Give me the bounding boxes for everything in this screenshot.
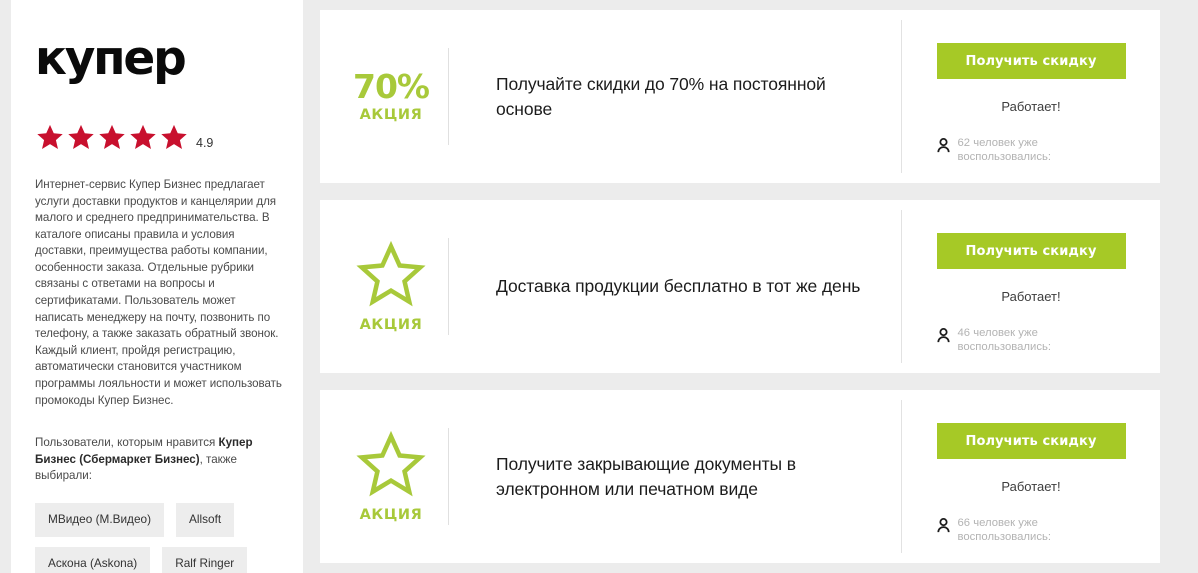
star-filled-icon (161, 124, 187, 149)
company-description: Интернет-сервис Купер Бизнес предлагает … (35, 178, 282, 407)
brand-tag[interactable]: МВидео (М.Видео) (35, 502, 164, 537)
promo-title: Получите закрывающие документы в электро… (496, 453, 796, 499)
promo-status: Работает! (1001, 479, 1061, 494)
promo-badge: АКЦИЯ (320, 390, 448, 563)
person-icon (936, 138, 950, 153)
also-chose-text: Пользователи, которым нравится Купер Биз… (35, 435, 275, 485)
promo-action-area: Получить скидку Работает! 66 человек уже… (902, 390, 1160, 563)
star-filled-icon (130, 124, 156, 149)
star-outline-icon (356, 240, 426, 307)
promo-badge: 70% АКЦИЯ (320, 10, 448, 183)
card-divider (901, 20, 902, 173)
card-divider (901, 400, 902, 553)
promo-badge: АКЦИЯ (320, 200, 448, 373)
promo-text-area: Доставка продукции бесплатно в тот же де… (448, 200, 902, 373)
rating-value: 4.9 (196, 135, 214, 150)
promo-card-list: 70% АКЦИЯ Получайте скидки до 70% на пос… (320, 10, 1160, 573)
person-icon (936, 518, 950, 533)
company-sidebar: купер 4.9 Интернет-сервис Купер Бизнес п… (11, 0, 303, 573)
promo-title: Доставка продукции бесплатно в тот же де… (496, 276, 861, 297)
promo-action-area: Получить скидку Работает! 46 человек уже… (902, 200, 1160, 373)
promo-status: Работает! (1001, 289, 1061, 304)
brand-tag[interactable]: Allsoft (176, 502, 235, 537)
promo-badge-label: АКЦИЯ (359, 507, 423, 523)
card-divider (448, 428, 449, 525)
brand-tag[interactable]: Ralf Ringer (162, 546, 248, 573)
discount-percent-label: 70% (353, 67, 430, 106)
get-discount-button[interactable]: Получить скидку (936, 43, 1126, 79)
star-rating (35, 123, 189, 152)
promo-usage-text: 46 человек уже воспользовались: (957, 327, 1052, 354)
star-filled-icon (37, 124, 63, 149)
related-brand-tags: МВидео (М.Видео) Allsoft Аскона (Askona)… (35, 502, 285, 573)
promo-title: Получайте скидки до 70% на постоянной ос… (496, 73, 826, 119)
card-divider (448, 238, 449, 335)
kuper-wordmark: купер (35, 30, 187, 86)
star-filled-icon (68, 124, 94, 149)
star-outline-icon (356, 430, 426, 497)
get-discount-button[interactable]: Получить скидку (936, 423, 1126, 459)
also-chose-brand: Купер Бизнес (Сбермаркет Бизнес) (35, 436, 253, 466)
rating-block: 4.9 (35, 123, 279, 152)
promo-card[interactable]: АКЦИЯ Получите закрывающие документы в э… (320, 390, 1160, 563)
person-icon (936, 328, 950, 343)
promo-action-area: Получить скидку Работает! 62 человек уже… (902, 10, 1160, 183)
card-divider (448, 48, 449, 145)
promo-usage-count: 66 человек уже воспользовались: (936, 516, 1126, 545)
promo-text-area: Получите закрывающие документы в электро… (448, 390, 902, 563)
promo-badge-label: АКЦИЯ (359, 317, 423, 333)
promo-card[interactable]: 70% АКЦИЯ Получайте скидки до 70% на пос… (320, 10, 1160, 183)
promo-status: Работает! (1001, 99, 1061, 114)
also-chose-suffix: , также выбирали: (35, 452, 237, 483)
promo-usage-count: 46 человек уже воспользовались: (936, 326, 1126, 355)
promo-usage-text: 62 человек уже воспользовались: (957, 137, 1052, 164)
get-discount-button[interactable]: Получить скидку (936, 233, 1126, 269)
brand-tag[interactable]: Аскона (Askona) (35, 546, 151, 573)
promo-badge-label: АКЦИЯ (359, 107, 423, 123)
company-logo: купер (35, 26, 279, 90)
promo-usage-text: 66 человек уже воспользовались: (957, 517, 1052, 544)
promo-text-area: Получайте скидки до 70% на постоянной ос… (448, 10, 902, 183)
star-filled-icon (99, 124, 125, 149)
card-divider (901, 210, 902, 363)
also-chose-prefix: Пользователи, которым нравится (35, 436, 219, 450)
promo-usage-count: 62 человек уже воспользовались: (936, 136, 1126, 165)
promo-card[interactable]: АКЦИЯ Доставка продукции бесплатно в тот… (320, 200, 1160, 373)
